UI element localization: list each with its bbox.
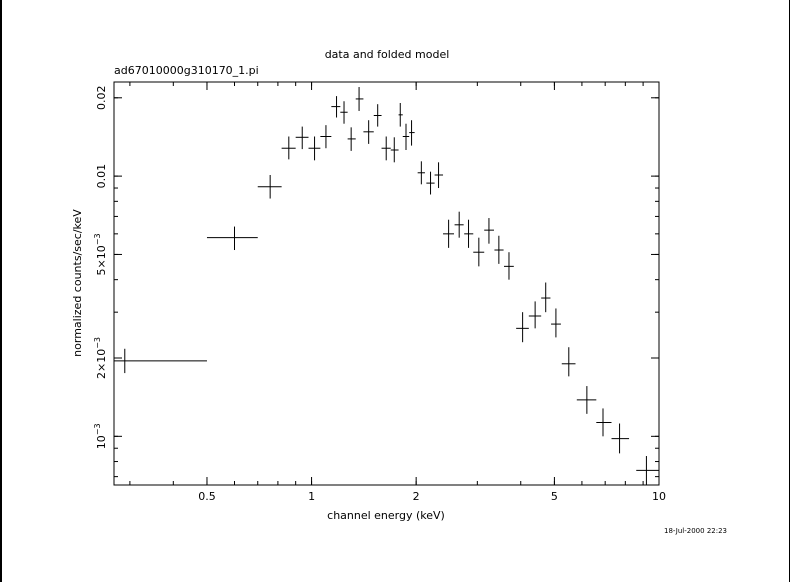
data-point [434,162,444,189]
timestamp: 18-Jul-2000 22:23 [664,527,727,535]
data-point [320,125,332,149]
y-tick-label: 5×10−3 [93,233,108,275]
data-point [576,386,597,414]
data-point [541,282,551,313]
x-tick-label: 0.5 [198,490,216,503]
data-point [409,120,415,146]
y-tick-label: 0.02 [95,86,108,111]
x-tick-label: 1 [308,490,315,503]
y-tick-base: 10 [95,435,108,449]
x-tick-label: 10 [652,490,666,503]
x-tick-label: 2 [413,490,420,503]
y-tick-exponent: −3 [93,337,102,349]
data-point [504,252,514,280]
data-point [355,87,364,111]
plot-area-border [113,81,660,486]
data-point [528,301,542,329]
data-point [257,174,282,199]
y-tick-mantissa: 2× [95,363,108,379]
chart-subtitle: ad67010000g310170_1.pi [114,64,259,77]
y-tick-label-group: 2×10−3 [93,337,108,379]
data-point [398,102,403,127]
data-point [206,226,258,251]
y-tick-exponent: −3 [93,233,102,245]
data-point [494,235,504,264]
x-tick-label: 5 [551,490,558,503]
data-point [363,120,374,144]
data-point [331,96,341,118]
data-point [611,423,630,454]
data-point [636,456,659,485]
y-tick-base: 10 [95,245,108,259]
y-tick-label-group: 5×10−3 [93,233,108,275]
data-point [426,171,435,195]
y-axis-label: normalized counts/sec/keV [71,209,84,357]
data-point [308,136,321,161]
data-point [443,219,454,248]
y-tick-label-group: 0.02 [95,86,108,111]
y-tick-exponent: −3 [93,423,102,435]
y-tick-label-group: 0.01 [95,164,108,189]
y-tick-mantissa: 5× [95,259,108,275]
data-point [551,308,561,338]
data-point [417,161,425,185]
y-tick-label: 0.01 [95,164,108,189]
data-point [516,312,529,343]
data-point [347,127,356,151]
y-tick-label-group: 10−3 [93,423,108,449]
x-axis-label: channel energy (keV) [327,509,445,522]
data-point [473,237,485,267]
data-points [114,87,659,485]
y-tick-label: 2×10−3 [93,337,108,379]
y-tick-base: 10 [95,349,108,363]
data-point [390,137,399,163]
data-point [484,218,494,244]
data-point [464,219,474,248]
chart-title: data and folded model [325,48,450,61]
data-point [454,211,464,238]
data-point [596,408,612,437]
data-point [340,101,348,124]
data-point [561,347,576,377]
data-point [402,123,410,151]
data-point [114,348,207,374]
y-tick-label: 10−3 [93,423,108,449]
data-point [295,126,309,150]
data-point [373,104,382,127]
data-point [281,136,296,160]
data-point [381,136,391,161]
